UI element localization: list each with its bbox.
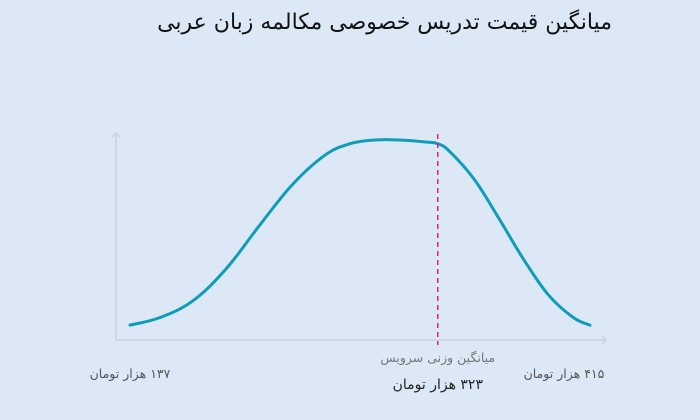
distribution-curve [128,138,592,327]
mean-value-label: ۳۲۳ هزار تومان [393,377,484,393]
x-max-label: ۴۱۵ هزار تومان [524,366,605,382]
mean-label: میانگین وزنی سرویس [380,350,495,366]
x-axis-arrow-icon [601,335,607,345]
y-axis-arrow-icon [111,132,121,138]
x-min-label: ۱۳۷ هزار تومان [90,366,171,382]
chart-title: میانگین قیمت تدریس خصوصی مکالمه زبان عرب… [157,10,612,35]
